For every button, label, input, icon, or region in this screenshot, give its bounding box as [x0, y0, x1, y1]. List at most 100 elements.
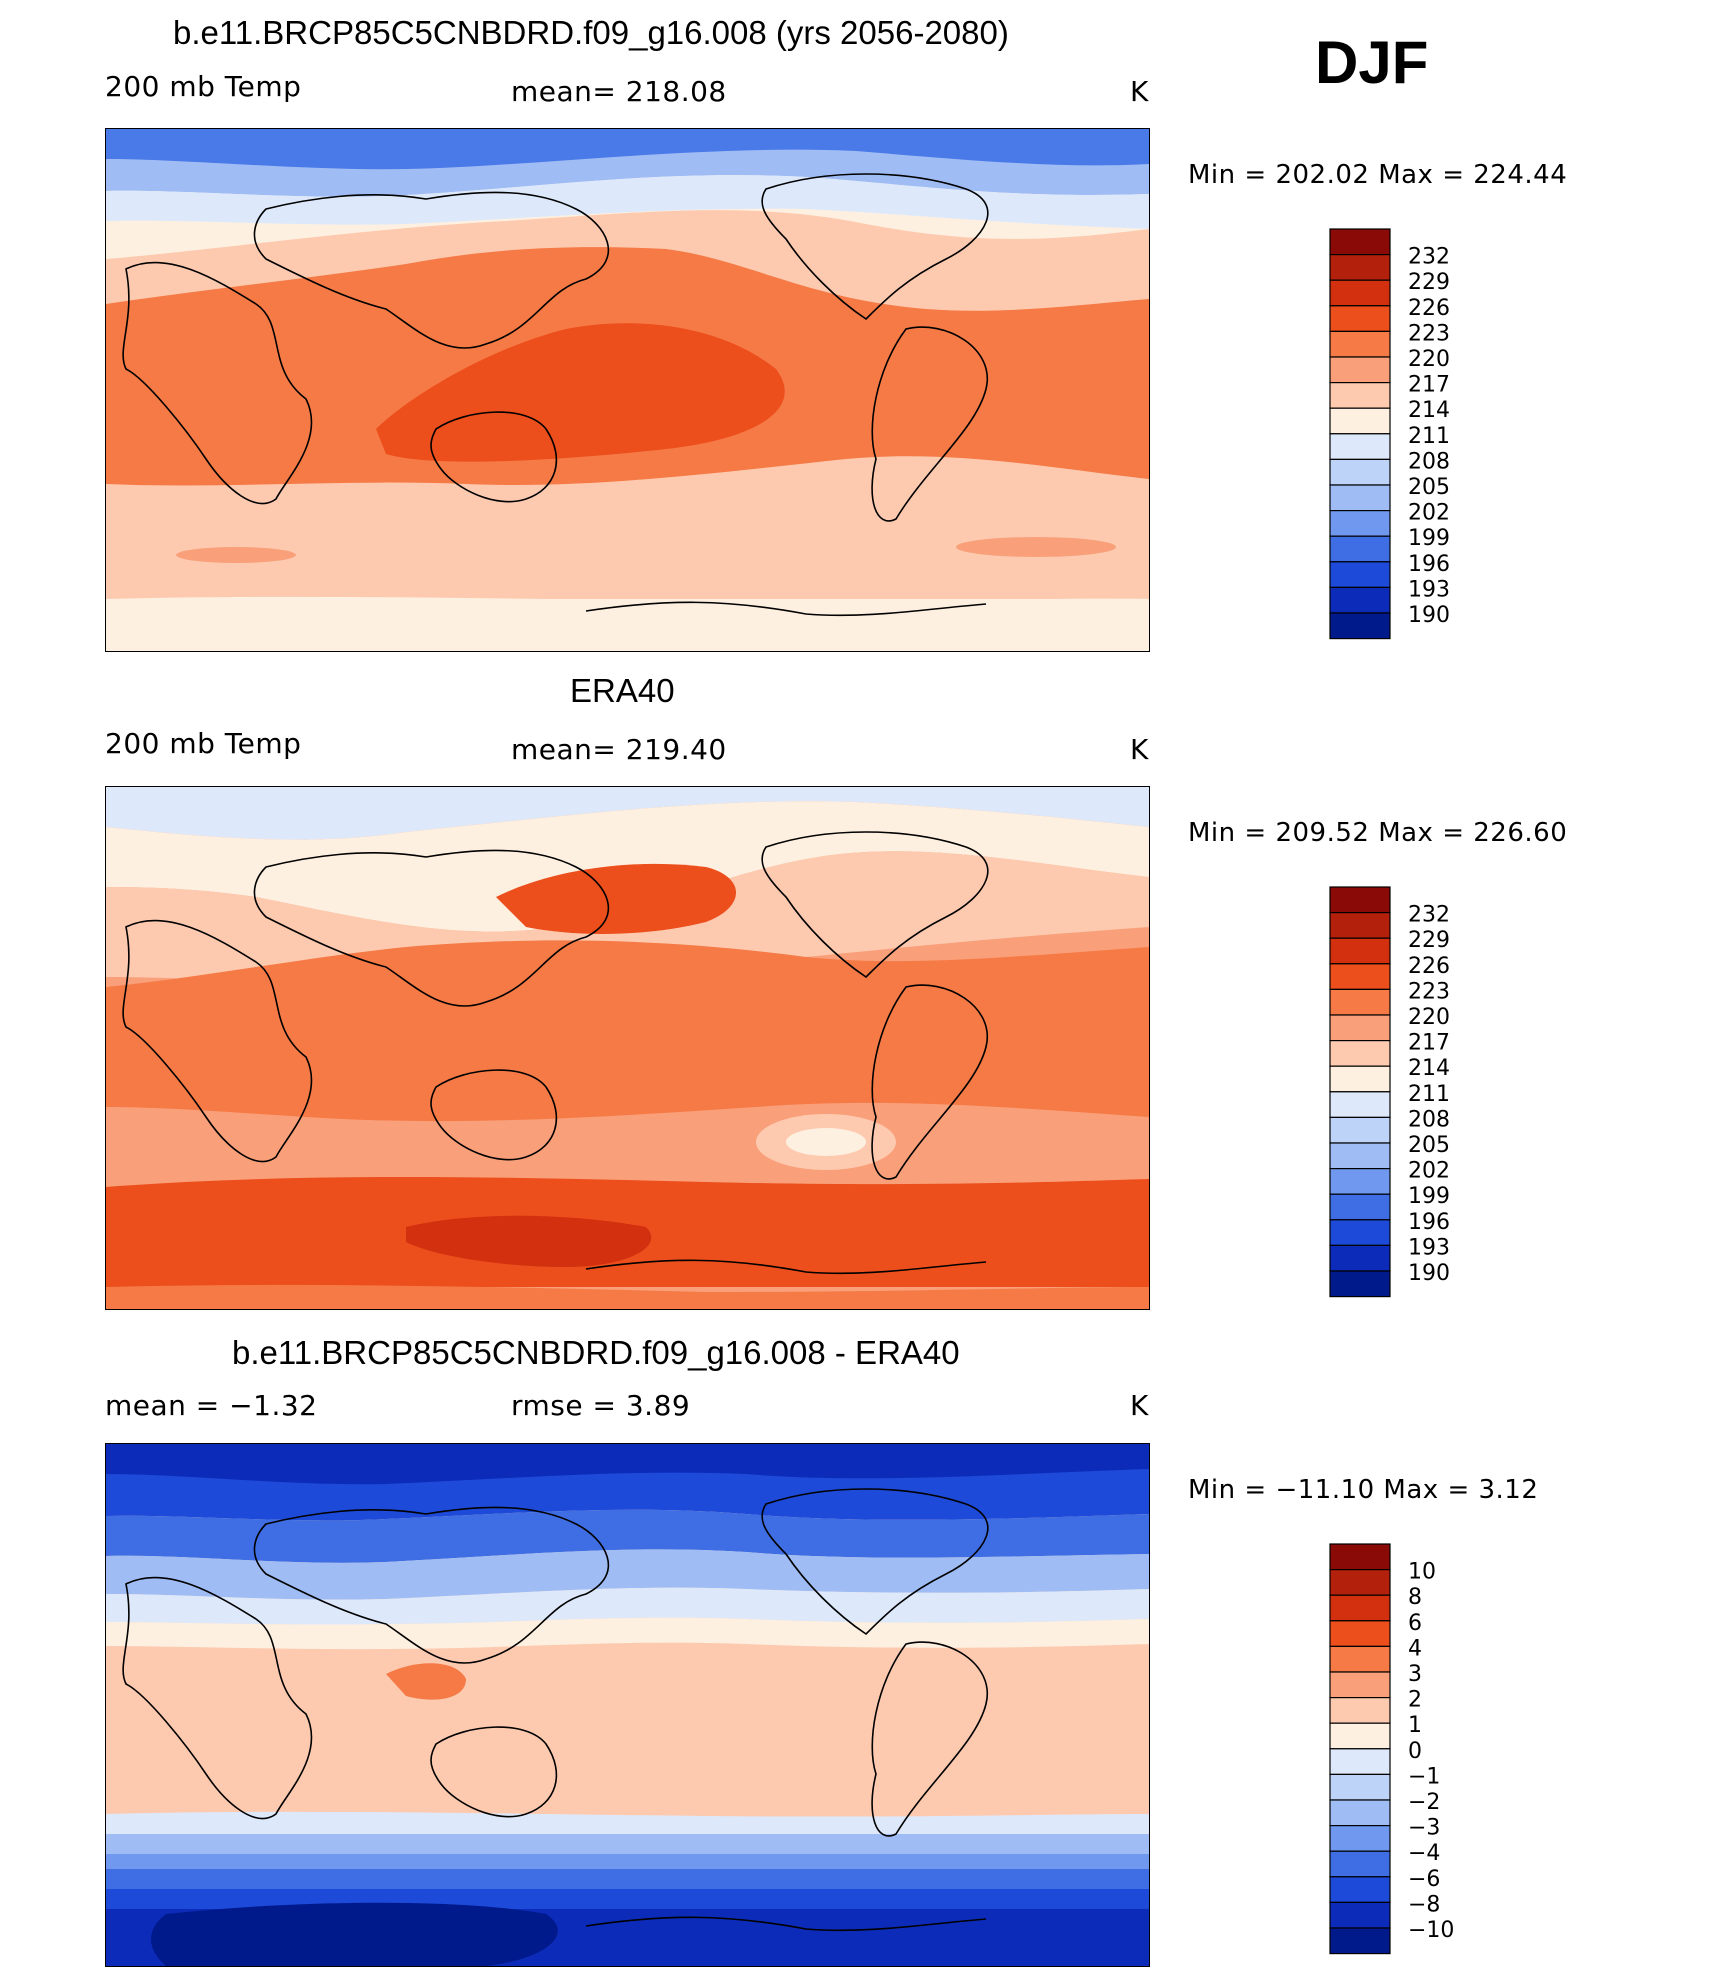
map-3-south-mid [106, 1854, 1149, 1869]
colorbar-box [1329, 612, 1391, 640]
map-1-sh-light [106, 502, 1149, 599]
colorbar-box [1329, 1645, 1391, 1673]
map-1-sh-patch-2 [956, 537, 1116, 557]
colorbar-box [1329, 330, 1391, 358]
panel-1-colorbar-svg: 2322292262232202172142112082052021991961… [1329, 228, 1450, 640]
colorbar-box [1329, 1594, 1391, 1622]
colorbar-tick-label: 199 [1408, 526, 1450, 551]
panel-1-colorbar: 232 229 226 223 220 217 214 211 208 205 202 199 196 1… [1329, 227, 1710, 640]
colorbar-tick-label: 232 [1408, 903, 1450, 928]
map-1-midlat-band [106, 175, 1149, 229]
colorbar-box [1329, 1901, 1391, 1929]
panel-3-units-label: K [1130, 1389, 1149, 1422]
colorbar-tick-label: 193 [1408, 577, 1450, 602]
colorbar-box [1329, 1927, 1391, 1955]
colorbar-box [1329, 586, 1391, 614]
colorbar-box [1329, 1825, 1391, 1852]
map-2-cool-pacific-center [786, 1128, 866, 1156]
colorbar-tick-label: 226 [1408, 296, 1450, 321]
colorbar-tick-label: 208 [1408, 449, 1450, 474]
colorbar-tick-label: 211 [1408, 1082, 1450, 1107]
colorbar-box [1329, 407, 1391, 435]
panel-2-map [105, 786, 1150, 1310]
map-1-coastlines [122, 173, 989, 617]
colorbar-tick-label: 211 [1408, 424, 1450, 449]
colorbar-tick-label: 1 [1408, 1713, 1422, 1738]
colorbar-box [1329, 1620, 1391, 1648]
colorbar-box [1329, 458, 1391, 486]
colorbar-box [1329, 1193, 1391, 1221]
colorbar-box [1329, 1671, 1391, 1699]
colorbar-tick-label: 190 [1408, 603, 1450, 628]
colorbar-box [1329, 1850, 1391, 1878]
colorbar-box [1329, 305, 1391, 333]
panel-1-mean-label: mean= 218.08 [511, 75, 727, 108]
map-1-warm-pool [376, 323, 785, 462]
panel-2-units-label: K [1130, 733, 1149, 766]
colorbar-box [1329, 886, 1391, 914]
colorbar-box [1329, 1116, 1391, 1144]
map-1-sh-patch-1 [176, 547, 296, 563]
colorbar-box [1329, 1697, 1391, 1724]
colorbar-tick-label: −1 [1408, 1764, 1440, 1789]
map-3-coastlines [122, 1488, 989, 1932]
colorbar-box [1329, 1799, 1391, 1827]
colorbar-box [1329, 433, 1391, 461]
map-2-tropics [106, 940, 1149, 1122]
colorbar-tick-label: −3 [1408, 1816, 1440, 1841]
colorbar-box [1329, 1543, 1391, 1571]
colorbar-tick-label: 214 [1408, 398, 1450, 423]
panel-2-colorbar-svg: 2322292262232202172142112082052021991961… [1329, 886, 1450, 1298]
colorbar-tick-label: −2 [1408, 1790, 1440, 1815]
panel-1-units-label: K [1130, 75, 1149, 108]
map-1-polar-band [106, 129, 1149, 170]
colorbar-box [1329, 228, 1391, 256]
colorbar-tick-label: 3 [1408, 1662, 1422, 1687]
colorbar-tick-label: −8 [1408, 1892, 1440, 1917]
map-2-coastlines [122, 831, 989, 1275]
colorbar-box [1329, 912, 1391, 939]
panel-1-title: b.e11.BRCP85C5CNBDRD.f09_g16.008 (yrs 20… [173, 14, 1009, 51]
panel-3-minmax: Min = −11.10 Max = 3.12 [1188, 1475, 1539, 1505]
colorbar-box [1329, 1091, 1391, 1119]
colorbar-tick-label: 193 [1408, 1235, 1450, 1260]
panel-3-map [105, 1443, 1150, 1967]
colorbar-tick-label: 202 [1408, 501, 1450, 526]
map-3-maritime-warm [386, 1663, 466, 1700]
panel-3-colorbar: 10 8 6 4 3 2 1 0 −1 −2 −3 −4 −6 −8 −10 [1329, 1542, 1710, 1955]
colorbar-tick-label: 196 [1408, 552, 1450, 577]
panel-2-title: ERA40 [570, 672, 675, 709]
colorbar-tick-label: 208 [1408, 1107, 1450, 1132]
map-3-south-blue [106, 1869, 1149, 1889]
colorbar-tick-label: 223 [1408, 979, 1450, 1004]
colorbar-box [1329, 382, 1391, 409]
panel-2-mean-label: mean= 219.40 [511, 733, 727, 766]
colorbar-box [1329, 561, 1391, 588]
colorbar-tick-label: 2 [1408, 1688, 1422, 1713]
map-3-north-light [106, 1549, 1149, 1600]
colorbar-tick-label: 214 [1408, 1056, 1450, 1081]
panel-3-rmse-label: rmse = 3.89 [511, 1389, 691, 1422]
panel-2-colorbar: 232 229 226 223 220 217 214 211 208 205 202 199 196 1… [1329, 885, 1710, 1298]
colorbar-box [1329, 1748, 1391, 1776]
colorbar-box [1329, 1569, 1391, 1596]
colorbar-box [1329, 1142, 1391, 1170]
colorbar-tick-label: 8 [1408, 1585, 1422, 1610]
colorbar-tick-label: 6 [1408, 1611, 1422, 1636]
colorbar-box [1329, 963, 1391, 991]
map-3-midlat-cream [106, 1617, 1149, 1650]
colorbar-box [1329, 1876, 1391, 1903]
map-2-kuroshio [496, 863, 736, 934]
colorbar-tick-label: 220 [1408, 347, 1450, 372]
colorbar-tick-label: 4 [1408, 1636, 1422, 1661]
colorbar-tick-label: 232 [1408, 245, 1450, 270]
colorbar-box [1329, 279, 1391, 307]
map-3-antarctic-deep [151, 1902, 558, 1966]
map-2-arctic [106, 787, 1149, 840]
colorbar-tick-label: 202 [1408, 1159, 1450, 1184]
colorbar-tick-label: 217 [1408, 373, 1450, 398]
map-3-north-pale [106, 1587, 1149, 1625]
colorbar-tick-label: 0 [1408, 1739, 1422, 1764]
colorbar-tick-label: 196 [1408, 1210, 1450, 1235]
